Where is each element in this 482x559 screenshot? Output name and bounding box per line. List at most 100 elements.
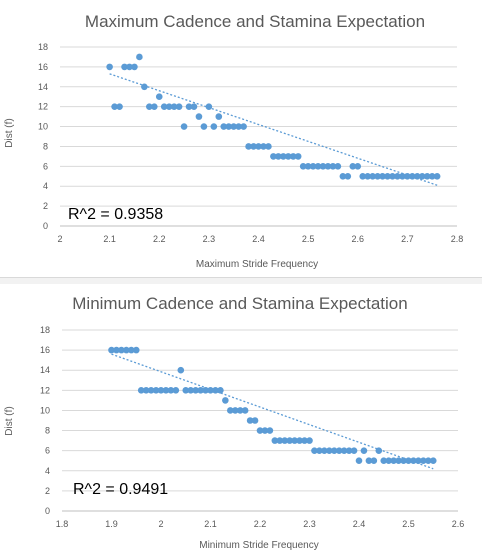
data-point (261, 427, 269, 434)
data-point (284, 153, 292, 160)
data-point (423, 172, 431, 180)
data-point (215, 113, 223, 120)
data-point (190, 103, 198, 110)
x-tick-label: 2.6 (452, 519, 465, 529)
r-squared-annotation: R^2 = 0.9491 (73, 481, 168, 498)
chart-panel-max[interactable]: Maximum Cadence and Stamina Expectation … (0, 0, 482, 278)
data-point (306, 437, 313, 444)
chart-title: Maximum Cadence and Stamina Expectation (85, 12, 425, 31)
data-point (260, 143, 267, 150)
data-point (326, 447, 333, 454)
x-tick-label: 2.4 (353, 519, 366, 529)
chart-title: Minimum Cadence and Stamina Expectation (72, 294, 407, 313)
data-point (121, 63, 128, 71)
data-point (126, 63, 133, 71)
data-point (354, 163, 362, 170)
data-point (429, 457, 437, 465)
x-tick-label: 2.1 (103, 234, 116, 244)
max-cadence-chart: Maximum Cadence and Stamina Expectation … (4, 12, 464, 270)
y-tick-label: 0 (43, 221, 48, 231)
data-point (227, 407, 234, 414)
data-point (172, 387, 180, 394)
chart-panel-min[interactable]: Minimum Cadence and Stamina Expectation … (0, 284, 482, 559)
min-cadence-chart: Minimum Cadence and Stamina Expectation … (4, 294, 465, 551)
data-point (240, 123, 247, 130)
y-tick-label: 14 (40, 365, 50, 375)
data-point (385, 457, 393, 465)
data-point (329, 163, 337, 170)
data-point (217, 387, 224, 394)
data-point (185, 103, 193, 110)
data-point (433, 172, 441, 180)
data-point (155, 93, 163, 101)
x-tick-label: 1.8 (56, 519, 69, 529)
data-point (177, 366, 185, 374)
data-point (415, 457, 422, 465)
data-point (210, 123, 218, 130)
x-tick-label: 1.9 (105, 519, 118, 529)
data-point (301, 437, 308, 444)
data-point (379, 172, 386, 180)
data-point (311, 447, 318, 454)
x-tick-label: 2.2 (254, 519, 267, 529)
data-point (256, 427, 264, 434)
y-tick-label: 18 (40, 325, 50, 335)
y-tick-label: 0 (45, 506, 50, 516)
y-tick-label: 14 (38, 82, 48, 92)
data-point (266, 427, 274, 434)
data-point (418, 172, 426, 180)
data-point (286, 437, 294, 444)
data-point (319, 163, 327, 170)
x-tick-label: 2.1 (204, 519, 217, 529)
data-point (410, 457, 417, 465)
x-tick-label: 2.5 (402, 519, 415, 529)
data-point (212, 387, 219, 394)
data-point (370, 457, 378, 465)
data-point (200, 123, 208, 130)
data-point (230, 123, 237, 130)
y-tick-label: 2 (43, 201, 48, 211)
trendline (109, 73, 438, 186)
data-point (246, 417, 254, 424)
data-point (175, 103, 183, 110)
data-point (271, 437, 279, 444)
data-point (251, 417, 259, 424)
x-tick-label: 2.8 (451, 234, 464, 244)
y-tick-label: 4 (45, 466, 50, 476)
y-tick-label: 4 (43, 181, 48, 191)
y-axis-label: Dist (f) (4, 406, 15, 435)
data-point (235, 123, 242, 130)
data-point (132, 346, 140, 354)
data-point (339, 172, 347, 180)
data-point (180, 123, 188, 130)
data-point (241, 407, 249, 414)
data-point (192, 387, 199, 394)
data-point (404, 172, 411, 180)
data-point (195, 113, 203, 120)
data-point (128, 346, 135, 354)
data-point (255, 143, 262, 150)
data-point (205, 103, 213, 110)
data-point (111, 103, 118, 110)
data-point (414, 172, 421, 180)
data-point (236, 407, 244, 414)
data-point (197, 387, 204, 394)
data-point (116, 103, 123, 110)
data-point (245, 143, 252, 150)
y-tick-label: 12 (38, 102, 48, 112)
data-point (220, 123, 228, 130)
data-point (365, 457, 373, 465)
data-point (369, 172, 376, 180)
data-point (400, 457, 407, 465)
data-point (314, 163, 322, 170)
data-point (207, 387, 214, 394)
y-tick-label: 18 (38, 42, 48, 52)
data-point (335, 447, 343, 454)
data-point (340, 447, 348, 454)
data-point (324, 163, 332, 170)
data-point (375, 447, 383, 454)
data-point (296, 437, 303, 444)
y-tick-label: 6 (43, 161, 48, 171)
data-point (250, 143, 257, 150)
data-point (187, 387, 194, 394)
